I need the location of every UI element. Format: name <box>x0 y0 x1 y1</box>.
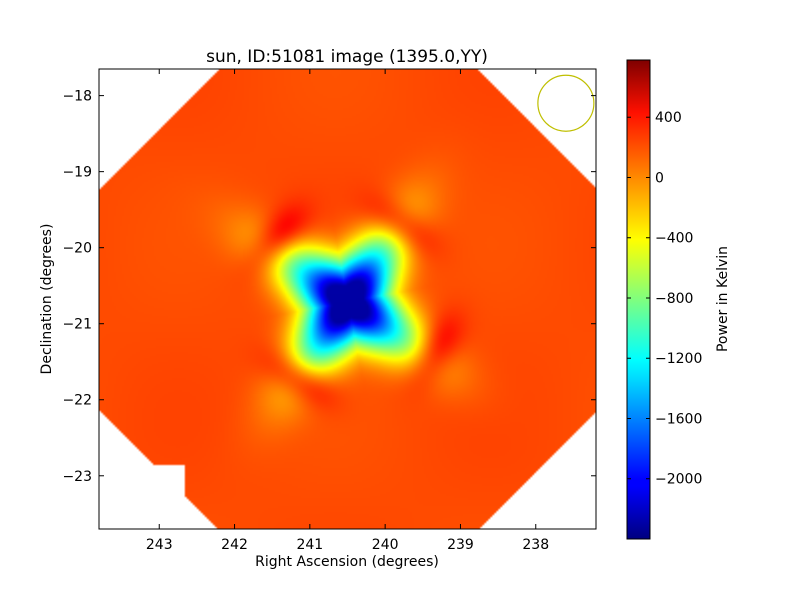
colorbar-tick-label: −2000 <box>655 472 702 488</box>
colorbar-gradient <box>626 59 651 540</box>
x-tick-label: 241 <box>296 537 323 553</box>
y-tick-label: −20 <box>62 241 92 257</box>
colorbar-tick-label: −1600 <box>655 411 702 427</box>
colorbar-tick-label: 0 <box>655 170 664 186</box>
y-tick-label: −21 <box>62 317 92 333</box>
colorbar-ticks: 400 0 −400 −800 −1200 −1600 −2000 <box>627 110 702 488</box>
y-tick-label: −18 <box>62 89 92 105</box>
x-tick-label: 239 <box>447 537 474 553</box>
heatmap <box>99 69 596 529</box>
colorbar-tick-label: −800 <box>655 291 693 307</box>
x-tick-label: 242 <box>221 537 248 553</box>
chart-title: sun, ID:51081 image (1395.0,YY) <box>206 47 488 67</box>
colorbar-tick-label: −400 <box>655 231 693 247</box>
beam-marker <box>537 74 595 132</box>
colorbar-tick-label: −1200 <box>655 351 702 367</box>
y-tick-label: −23 <box>62 469 92 485</box>
colorbar: 400 0 −400 −800 −1200 −1600 −2000 Power in Kel… <box>626 59 731 540</box>
colorbar-label: Power in Kelvin <box>715 246 731 352</box>
x-axis-ticks: 243 242 241 240 239 238 <box>146 69 549 553</box>
x-tick-label: 240 <box>372 537 399 553</box>
colorbar-tick-label: 400 <box>655 110 682 126</box>
x-tick-label: 243 <box>146 537 173 553</box>
y-axis-label: Declination (degrees) <box>39 224 55 375</box>
y-axis-ticks: −18 −19 −20 −21 −22 −23 <box>62 89 596 485</box>
y-tick-label: −22 <box>62 393 92 409</box>
plot-frame <box>98 68 597 530</box>
x-tick-label: 238 <box>522 537 549 553</box>
y-tick-label: −19 <box>62 165 92 181</box>
x-axis-label: Right Ascension (degrees) <box>255 554 439 570</box>
heatmap-image <box>99 69 596 529</box>
